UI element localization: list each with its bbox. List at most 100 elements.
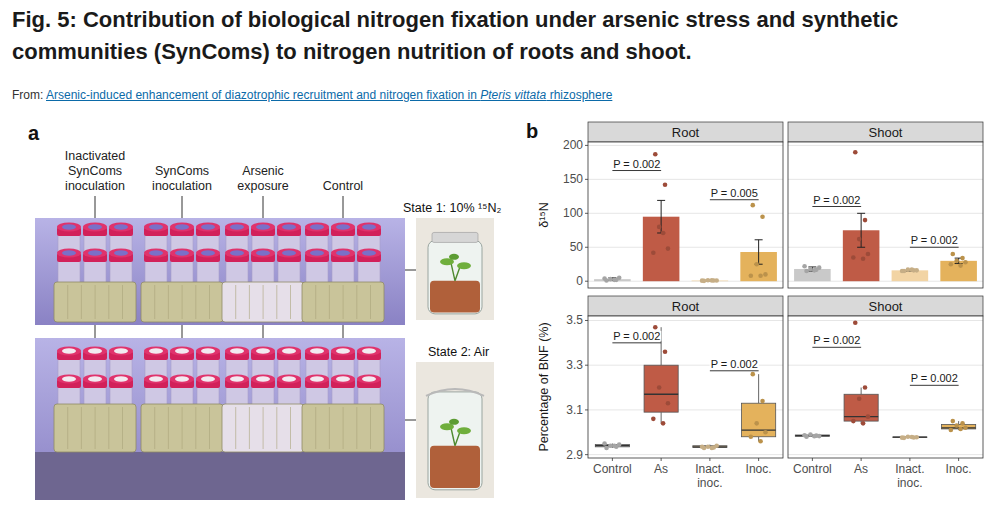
point bbox=[602, 441, 607, 446]
text-line: Inactivated bbox=[65, 149, 126, 163]
facet-title: Shoot bbox=[869, 299, 903, 314]
text-line: inoculation bbox=[152, 179, 212, 193]
jar-label bbox=[201, 224, 215, 230]
text-line: Control bbox=[593, 462, 632, 476]
figure-title: Fig. 5: Contribution of biological nitro… bbox=[12, 4, 982, 68]
basket bbox=[54, 404, 136, 452]
point bbox=[817, 265, 822, 270]
p-value: P = 0.002 bbox=[911, 234, 958, 246]
point bbox=[608, 277, 613, 282]
jar-cap-top bbox=[83, 223, 107, 232]
jar-body bbox=[332, 359, 354, 385]
jar-cap-top bbox=[109, 375, 133, 384]
point bbox=[666, 246, 671, 251]
point bbox=[960, 256, 965, 261]
basket-slat bbox=[276, 285, 277, 319]
jar-label bbox=[256, 250, 270, 256]
jar-body bbox=[145, 235, 167, 261]
basket-slat bbox=[249, 285, 250, 319]
grid-line bbox=[588, 247, 783, 248]
whisker bbox=[861, 388, 862, 395]
point bbox=[710, 446, 715, 451]
label-patch bbox=[612, 159, 661, 169]
plot-frame bbox=[788, 316, 983, 458]
grid-line bbox=[588, 454, 783, 455]
jar-label bbox=[175, 348, 189, 354]
point bbox=[861, 257, 866, 262]
source-link[interactable]: Arsenic-induced enhancement of diazotrop… bbox=[46, 88, 480, 102]
photo-background bbox=[35, 218, 405, 325]
basket-slat bbox=[356, 285, 357, 319]
x-tick-label: Inact.inoc. bbox=[695, 462, 724, 490]
whisker bbox=[758, 374, 759, 403]
facet: Root2.93.13.33.5Percentage of BNF (%)Con… bbox=[537, 296, 783, 490]
facet-strip bbox=[588, 122, 783, 142]
x-tick-label: Control bbox=[793, 462, 832, 476]
point bbox=[954, 423, 959, 428]
jar-cap-top bbox=[83, 347, 107, 356]
jar-cap-top bbox=[277, 249, 301, 258]
jar-cap-top bbox=[251, 223, 275, 232]
jar-label bbox=[230, 348, 244, 354]
jar-body bbox=[252, 359, 274, 385]
error-bar bbox=[657, 200, 665, 233]
jar-label bbox=[282, 224, 296, 230]
x-tick-label: As bbox=[854, 462, 868, 476]
y-tick-label: 100 bbox=[563, 206, 583, 220]
jar-label bbox=[282, 250, 296, 256]
plot-background bbox=[588, 316, 783, 458]
median bbox=[742, 429, 776, 430]
jar-cap-top bbox=[331, 223, 355, 232]
basket-slat bbox=[154, 407, 155, 449]
plot-background bbox=[788, 142, 983, 288]
point bbox=[900, 435, 905, 440]
plot-frame bbox=[588, 316, 783, 458]
x-tick bbox=[661, 458, 662, 461]
label-patch bbox=[812, 195, 861, 205]
panel-letter: b bbox=[526, 120, 538, 142]
x-tick bbox=[861, 458, 862, 461]
plot-frame bbox=[588, 142, 783, 288]
label-connector bbox=[263, 196, 264, 218]
label-connector bbox=[263, 325, 264, 338]
jar-cap-top bbox=[225, 223, 249, 232]
bar bbox=[843, 230, 880, 281]
leaf bbox=[449, 419, 459, 425]
jar-label bbox=[310, 348, 324, 354]
point bbox=[750, 372, 755, 377]
jar-label bbox=[149, 250, 163, 256]
basket bbox=[302, 282, 384, 322]
point bbox=[617, 276, 622, 281]
jar-label bbox=[336, 348, 350, 354]
label-connector bbox=[95, 325, 96, 338]
text-line: Inact. bbox=[695, 462, 724, 476]
basket-slat bbox=[356, 407, 357, 449]
jar-cap-top bbox=[144, 375, 168, 384]
y-tick bbox=[585, 409, 588, 410]
y-tick-label: 0 bbox=[576, 274, 583, 288]
jar-label bbox=[256, 376, 270, 382]
panels: aInactivatedSynComsinoculationSynComsino… bbox=[0, 0, 997, 508]
jar-cap-top bbox=[196, 375, 220, 384]
jar-label bbox=[336, 224, 350, 230]
basket-slat bbox=[209, 407, 210, 449]
source-link[interactable]: rhizosphere bbox=[546, 88, 612, 102]
point bbox=[817, 434, 822, 439]
jar-label bbox=[149, 224, 163, 230]
point bbox=[754, 262, 759, 267]
leaf bbox=[449, 254, 459, 260]
text-line: inoculation bbox=[65, 179, 125, 193]
photo-background bbox=[35, 338, 405, 500]
jar-label bbox=[88, 348, 102, 354]
point bbox=[657, 385, 662, 390]
y-tick bbox=[585, 179, 588, 180]
p-bracket bbox=[710, 199, 759, 200]
point bbox=[612, 443, 617, 448]
point bbox=[866, 414, 871, 419]
source-link[interactable]: Pteris vittata bbox=[480, 88, 546, 102]
jar-body bbox=[84, 359, 106, 385]
point bbox=[754, 421, 759, 426]
y-tick bbox=[585, 320, 588, 321]
jar-label bbox=[62, 376, 76, 382]
point bbox=[863, 218, 868, 223]
